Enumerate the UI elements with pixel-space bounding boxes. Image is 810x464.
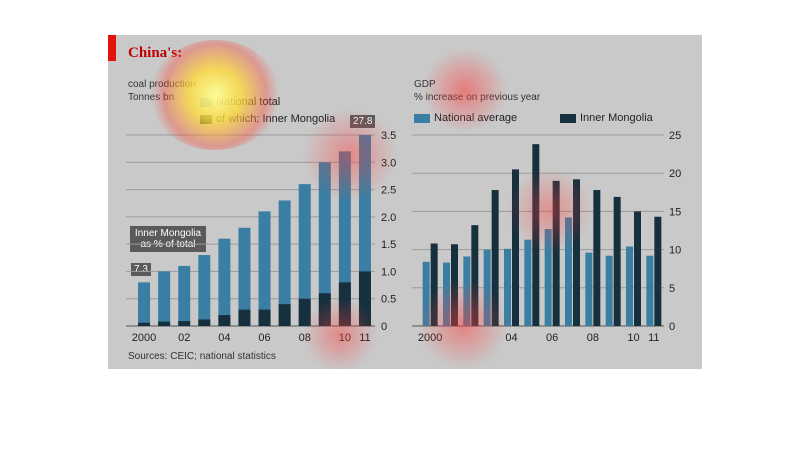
bar-inner-mongolia-coal [318, 293, 331, 326]
y-tick-label: 2.0 [381, 212, 396, 224]
y-tick-label: 10 [669, 245, 681, 257]
x-tick-label: 06 [258, 332, 270, 344]
bar-national-total [238, 227, 251, 326]
x-tick-label: 06 [546, 332, 558, 344]
y-tick-label: 3.5 [381, 130, 396, 142]
bar-inner-mongolia-coal [358, 271, 371, 326]
bar-national-average [605, 255, 613, 326]
bar-inner-mongolia-gdp [491, 190, 499, 326]
y-tick-label: 25 [669, 130, 681, 142]
bar-national-average [544, 228, 552, 326]
bar-national-total [298, 184, 311, 326]
bar-inner-mongolia-gdp [573, 179, 580, 326]
bar-inner-mongolia-coal [338, 282, 351, 326]
x-tick-label: 11 [359, 332, 370, 344]
x-tick-label: 04 [218, 332, 230, 344]
bar-inner-mongolia-gdp [634, 211, 641, 326]
x-tick-label: 08 [587, 332, 599, 344]
x-tick-label: 2000 [132, 332, 156, 344]
bar-inner-mongolia-coal [298, 298, 311, 326]
y-tick-label: 0 [669, 321, 675, 333]
bar-national-average [463, 256, 471, 326]
callout-end-value: 27.8 [350, 115, 376, 128]
bar-national-total [278, 200, 291, 326]
bar-inner-mongolia-coal [258, 309, 271, 326]
y-tick-label: 3.0 [381, 157, 396, 169]
bar-inner-mongolia-coal [178, 321, 191, 326]
callout-start-value: 7.3 [131, 263, 151, 276]
accent-bar [108, 35, 116, 61]
bar-inner-mongolia-coal [138, 322, 151, 326]
bar-inner-mongolia-gdp [552, 180, 560, 326]
bar-inner-mongolia-gdp [430, 243, 438, 326]
x-tick-label: 04 [505, 332, 517, 344]
bar-national-total [258, 211, 271, 326]
legend-im-label: Inner Mongolia [580, 112, 653, 124]
bar-inner-mongolia-coal [278, 304, 291, 326]
bar-national-average [443, 262, 450, 326]
bar-national-average [585, 252, 593, 326]
x-tick-label: 10 [627, 332, 639, 344]
bar-inner-mongolia-gdp [593, 190, 601, 326]
bar-inner-mongolia-coal [158, 321, 171, 326]
bar-inner-mongolia-gdp [471, 225, 479, 326]
legend-swatch-im-gdp [560, 113, 576, 123]
bar-national-total [198, 255, 211, 326]
y-tick-label: 1.5 [381, 239, 396, 251]
bar-national-total [138, 282, 151, 326]
bar-inner-mongolia-coal [198, 319, 211, 326]
bar-national-average [626, 246, 633, 326]
bar-national-average [524, 239, 532, 326]
x-tick-label: 02 [178, 332, 190, 344]
bar-national-average [504, 248, 511, 326]
y-tick-label: 20 [669, 168, 681, 180]
y-tick-label: 0.5 [381, 294, 396, 306]
bar-inner-mongolia-gdp [512, 169, 519, 326]
bar-inner-mongolia-gdp [654, 216, 662, 326]
bar-inner-mongolia-gdp [613, 196, 621, 326]
x-tick-label: 2000 [418, 332, 442, 344]
y-tick-label: 0 [381, 321, 387, 333]
y-tick-label: 15 [669, 206, 681, 218]
x-tick-label: 08 [299, 332, 311, 344]
x-tick-label: 11 [648, 332, 659, 344]
bar-national-average [483, 249, 491, 326]
bar-national-average [646, 255, 654, 326]
bar-inner-mongolia-gdp [532, 144, 540, 326]
bar-national-average [422, 261, 430, 326]
bar-inner-mongolia-coal [238, 309, 251, 326]
bar-inner-mongolia-coal [218, 315, 231, 326]
y-tick-label: 5 [669, 283, 675, 295]
x-tick-label: 10 [339, 332, 351, 344]
source-note: Sources: CEIC; national statistics [128, 351, 276, 362]
bar-national-total [158, 271, 171, 326]
bar-national-total [178, 265, 191, 326]
bar-national-total [218, 238, 231, 326]
y-tick-label: 1.0 [381, 266, 396, 278]
y-tick-label: 2.5 [381, 185, 396, 197]
bar-national-average [565, 217, 572, 326]
bar-inner-mongolia-gdp [451, 244, 458, 326]
legend-inner-mongolia-gdp: Inner Mongolia [560, 112, 653, 124]
bar-national-total [318, 162, 331, 326]
